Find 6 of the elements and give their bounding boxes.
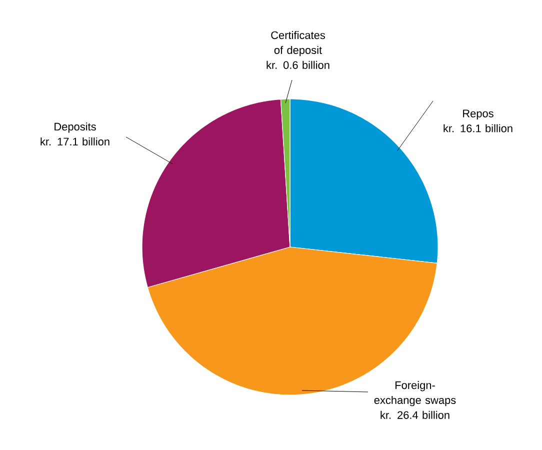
slice-label: Repos [463,110,494,120]
slice-label: Deposits [54,122,96,133]
data-label: kr. 26.4 billion [380,410,450,419]
data-label: kr. 17.1 billion [40,137,110,146]
data-label: kr. 16.1 billion [444,124,512,132]
data-label: kr. 0.6 billion [266,60,330,69]
